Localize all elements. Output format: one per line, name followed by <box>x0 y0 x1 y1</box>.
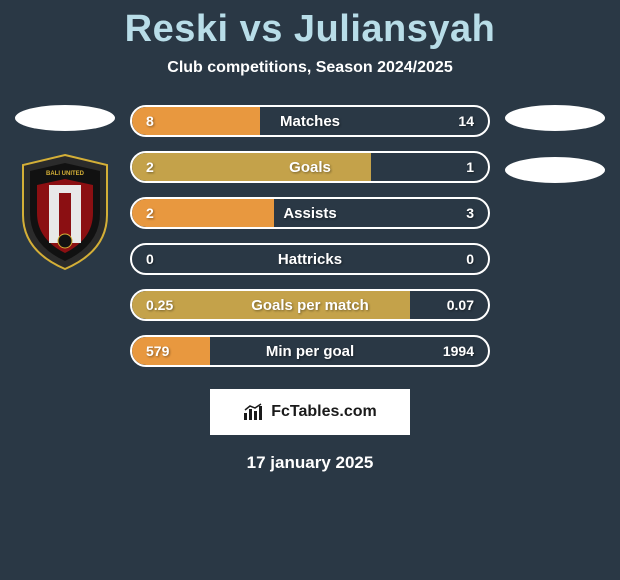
stat-row: 0Hattricks0 <box>130 243 490 275</box>
right-kit-ellipse-1 <box>505 105 605 131</box>
footer-brand-badge[interactable]: FcTables.com <box>210 389 410 435</box>
right-kit-ellipse-2 <box>505 157 605 183</box>
stat-row: 2Assists3 <box>130 197 490 229</box>
stat-label: Matches <box>132 113 488 130</box>
stat-row: 2Goals1 <box>130 151 490 183</box>
subtitle: Club competitions, Season 2024/2025 <box>0 59 620 77</box>
footer-date: 17 january 2025 <box>0 453 620 473</box>
stats-column: 8Matches14 2Goals1 2Assists3 0Hattricks0 0.2… <box>120 105 500 381</box>
left-kit-ellipse <box>15 105 115 131</box>
stat-label: Assists <box>132 205 488 222</box>
page-title: Reski vs Juliansyah <box>0 0 620 51</box>
stat-row: 579Min per goal1994 <box>130 335 490 367</box>
stat-row: 0.25Goals per match0.07 <box>130 289 490 321</box>
right-column <box>500 105 610 381</box>
badge-text: BALI UNITED <box>46 171 85 177</box>
shield-icon: BALI UNITED <box>15 153 115 271</box>
left-column: BALI UNITED <box>10 105 120 381</box>
left-club-badge: BALI UNITED <box>15 153 115 271</box>
stat-label: Goals <box>132 159 488 176</box>
stat-label: Goals per match <box>132 297 488 314</box>
footer-brand-text: FcTables.com <box>271 403 377 421</box>
stat-row: 8Matches14 <box>130 105 490 137</box>
stat-label: Min per goal <box>132 343 488 360</box>
stat-label: Hattricks <box>132 251 488 268</box>
chart-icon <box>243 403 265 421</box>
content-row: BALI UNITED 8Matches14 2Goals1 2Assists3 0H… <box>0 105 620 381</box>
